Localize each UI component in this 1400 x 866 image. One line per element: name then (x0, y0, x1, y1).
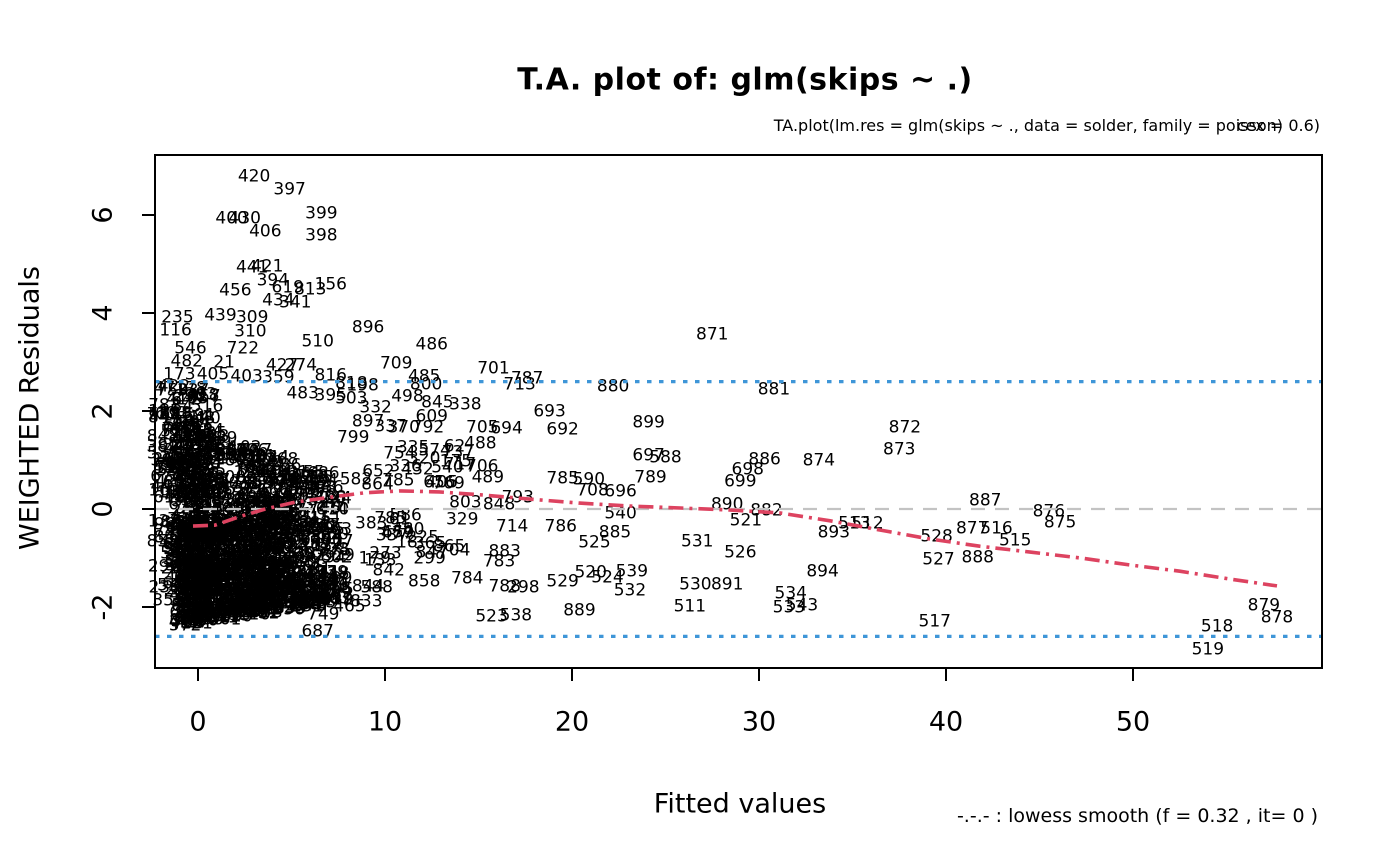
x-tick-label: 50 (1115, 706, 1151, 738)
x-tick-label: 20 (554, 706, 590, 738)
y-tick-label: 6 (87, 206, 119, 224)
lowess-legend: -.-.- : lowess smooth (f = 0.32 , it= 0 … (956, 805, 1318, 827)
y-tick-label: -2 (87, 593, 119, 621)
x-tick-label: 40 (928, 706, 964, 738)
plot-title: T.A. plot of: glm(skips ~ .) (517, 62, 973, 98)
x-tick-label: 10 (367, 706, 403, 738)
x-axis-label: Fitted values (653, 788, 827, 820)
plot-call-subtitle-overlay: cex = 0.6) (1236, 116, 1320, 135)
x-tick-label: 30 (741, 706, 777, 738)
y-tick-label: 4 (87, 304, 119, 322)
x-tick-label: 0 (189, 706, 207, 738)
plot-call-subtitle: TA.plot(lm.res = glm(skips ~ ., data = s… (773, 116, 1283, 135)
y-tick-label: 0 (87, 500, 119, 518)
y-tick-label: 2 (87, 402, 119, 420)
